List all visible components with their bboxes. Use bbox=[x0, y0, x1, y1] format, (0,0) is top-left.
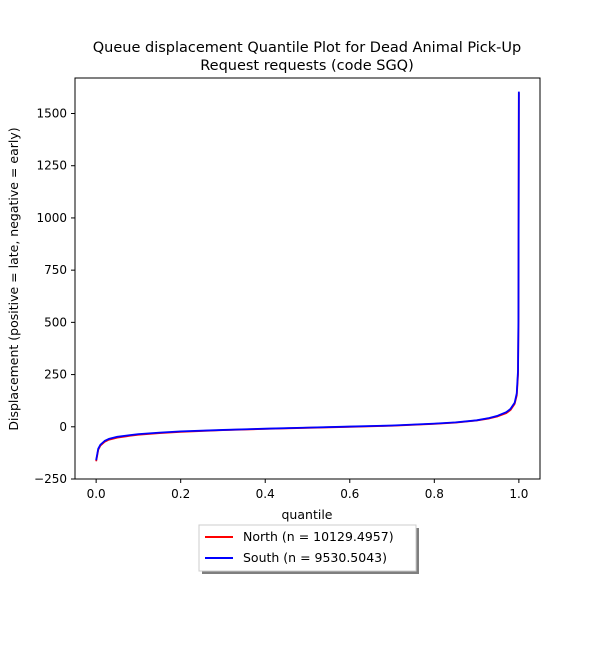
y-tick-label: 1000 bbox=[36, 211, 67, 225]
chart-title-line2: Request requests (code SGQ) bbox=[200, 58, 414, 74]
plot-frame bbox=[74, 77, 541, 480]
x-tick-label: 0.0 bbox=[87, 487, 106, 501]
y-tick-label: 1250 bbox=[36, 159, 67, 173]
legend-label-north: North (n = 10129.4957) bbox=[243, 529, 394, 544]
y-tick-label: 500 bbox=[44, 315, 67, 329]
x-axis-label: quantile bbox=[282, 507, 333, 522]
legend-label-south: South (n = 9530.5043) bbox=[243, 550, 387, 565]
y-tick-label: −250 bbox=[34, 472, 67, 486]
y-axis-label: Displacement (positive = late, negative … bbox=[6, 127, 21, 430]
x-tick-label: 0.2 bbox=[171, 487, 190, 501]
y-tick-label: 1500 bbox=[36, 107, 67, 121]
legend: North (n = 10129.4957) South (n = 9530.5… bbox=[198, 524, 419, 574]
series-line-south bbox=[95, 91, 520, 461]
legend-box bbox=[198, 524, 417, 572]
x-tick-label: 0.4 bbox=[256, 487, 275, 501]
x-tick-label: 1.0 bbox=[509, 487, 528, 501]
y-tick-label: 250 bbox=[44, 368, 67, 382]
series-layer bbox=[95, 91, 520, 462]
y-tick-label: 750 bbox=[44, 263, 67, 277]
x-tick-label: 0.8 bbox=[425, 487, 444, 501]
x-tick-label: 0.6 bbox=[340, 487, 359, 501]
ticks-layer: 0.0 0.2 0.4 0.6 0.8 1.0 −250 0 250 500 750 1000 1250… bbox=[34, 107, 528, 501]
series-line-north bbox=[95, 92, 520, 462]
y-tick-label: 0 bbox=[59, 420, 67, 434]
chart-title-line1: Queue displacement Quantile Plot for Dea… bbox=[93, 40, 521, 56]
